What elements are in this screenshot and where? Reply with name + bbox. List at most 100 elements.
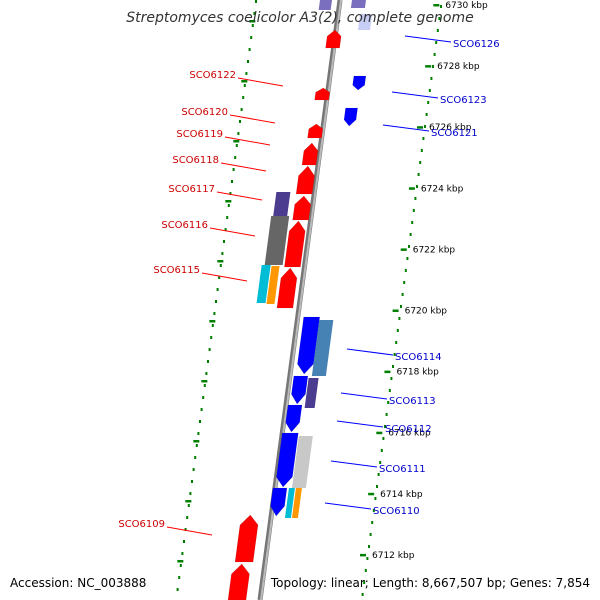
right-track-dot — [430, 77, 433, 80]
reverse-gene-arrow — [285, 404, 303, 433]
reverse-gene-label: SCO6111 — [379, 464, 426, 475]
right-track-dot — [417, 173, 420, 176]
forward-gene-arrow — [314, 87, 331, 101]
forward-gene-arrow — [307, 123, 324, 139]
left-track-dot — [245, 72, 248, 75]
gene-labels: SCO6122 SCO6120 SCO6119 SCO6118 SCO6117 SCO61… — [118, 35, 500, 536]
forward-gene-arrow — [227, 563, 250, 600]
domain-block — [291, 488, 302, 518]
left-track-dot — [227, 204, 230, 207]
forward-gene-arrow — [284, 220, 306, 268]
forward-gene-label: SCO6116 — [161, 220, 208, 231]
right-track-dot — [409, 233, 412, 236]
reverse-gene-arrow — [352, 75, 367, 91]
gene-leader-line — [201, 272, 248, 282]
left-track-dot — [200, 408, 203, 411]
left-track-dot — [218, 276, 221, 279]
right-track-dot — [401, 293, 404, 296]
left-track-dot — [208, 348, 211, 351]
domain-block — [358, 14, 373, 30]
forward-gene-arrow — [301, 142, 319, 166]
right-track-dot — [361, 593, 364, 596]
right-track-dot — [436, 29, 439, 32]
scale-tick-label: 6722 kbp — [413, 245, 456, 255]
left-track-dot — [210, 336, 213, 339]
right-track-dot — [424, 125, 426, 128]
right-track-dot — [387, 401, 390, 404]
reverse-gene-arrow — [343, 107, 358, 127]
scale-tick-label: 6726 kbp — [429, 123, 472, 133]
left-track-dash — [185, 500, 192, 503]
right-track-dot — [408, 245, 410, 248]
right-track-dot — [400, 305, 402, 308]
right-track-dot — [398, 317, 401, 320]
left-track-dot — [248, 48, 251, 51]
left-track-dot — [192, 468, 195, 471]
reverse-gene-arrow — [276, 432, 299, 488]
left-track-dash — [233, 140, 240, 143]
right-track-dot — [377, 473, 380, 476]
left-track-dash — [177, 560, 184, 563]
gene-leader-line — [224, 136, 271, 146]
forward-gene-label: SCO6122 — [189, 70, 236, 81]
right-track-dot — [382, 437, 385, 440]
scale-tick-label: 6718 kbp — [396, 368, 439, 378]
domain-block — [284, 488, 295, 518]
scale-tick-mark — [433, 4, 440, 7]
left-track-dot — [251, 24, 254, 27]
right-track-dot — [393, 353, 396, 356]
reverse-gene-label: SCO6114 — [395, 352, 442, 363]
scale-tick-mark — [384, 370, 391, 374]
scale-tick-label: 6712 kbp — [372, 551, 415, 561]
scale-tick-label: 6730 kbp — [445, 1, 488, 11]
feature-track — [227, 0, 373, 600]
left-track-dot — [194, 456, 197, 459]
right-track-dot — [438, 17, 441, 20]
right-track-dot — [366, 557, 369, 560]
domain-block — [311, 320, 334, 376]
domain-block — [266, 266, 280, 304]
left-track-dot — [189, 492, 192, 495]
right-track-dot — [420, 149, 423, 152]
gene-leader-line — [216, 191, 263, 201]
right-track-dot — [368, 545, 370, 548]
right-track-dot — [364, 569, 367, 572]
left-track-dot — [197, 432, 200, 435]
right-track-dot — [374, 497, 377, 500]
genome-title: Streptomyces coelicolor A3(2), complete … — [126, 10, 474, 26]
right-track-dot — [376, 485, 378, 488]
forward-gene-arrow — [292, 195, 312, 221]
left-track-dot — [219, 264, 222, 267]
left-track-dot — [207, 360, 209, 363]
left-track-dash — [241, 80, 248, 83]
scale-tick-label: 6714 kbp — [380, 490, 423, 500]
gene-leader-line — [220, 162, 267, 172]
right-track-dot — [380, 449, 383, 452]
left-track-dot — [235, 144, 238, 147]
right-track-dot — [440, 5, 442, 8]
forward-gene-arrow — [325, 29, 342, 49]
left-track-dot — [183, 540, 185, 543]
forward-gene-label: SCO6118 — [172, 155, 219, 166]
right-track-dot — [395, 341, 398, 344]
left-track-dot — [184, 528, 187, 531]
right-track-dot — [369, 533, 372, 536]
gene-leader-line — [336, 420, 384, 428]
scale-tick-mark — [368, 492, 375, 496]
gene-leader-line — [324, 502, 372, 510]
left-track-dot — [247, 60, 249, 63]
reverse-gene-label: SCO6121 — [431, 128, 478, 139]
right-track-dot — [419, 161, 422, 164]
gene-leader-line — [166, 526, 213, 536]
domain-block — [291, 436, 313, 488]
right-track-dot — [432, 65, 434, 68]
scale-tick-label: 6720 kbp — [405, 307, 448, 317]
forward-gene-arrow — [234, 514, 259, 563]
domain-block — [256, 265, 271, 303]
left-track-dot — [199, 420, 201, 423]
gene-leader-line — [340, 392, 388, 400]
left-track-dot — [181, 552, 184, 555]
left-track-dash — [217, 260, 224, 263]
scale-tick-mark — [400, 248, 407, 251]
domain-block — [318, 0, 332, 10]
